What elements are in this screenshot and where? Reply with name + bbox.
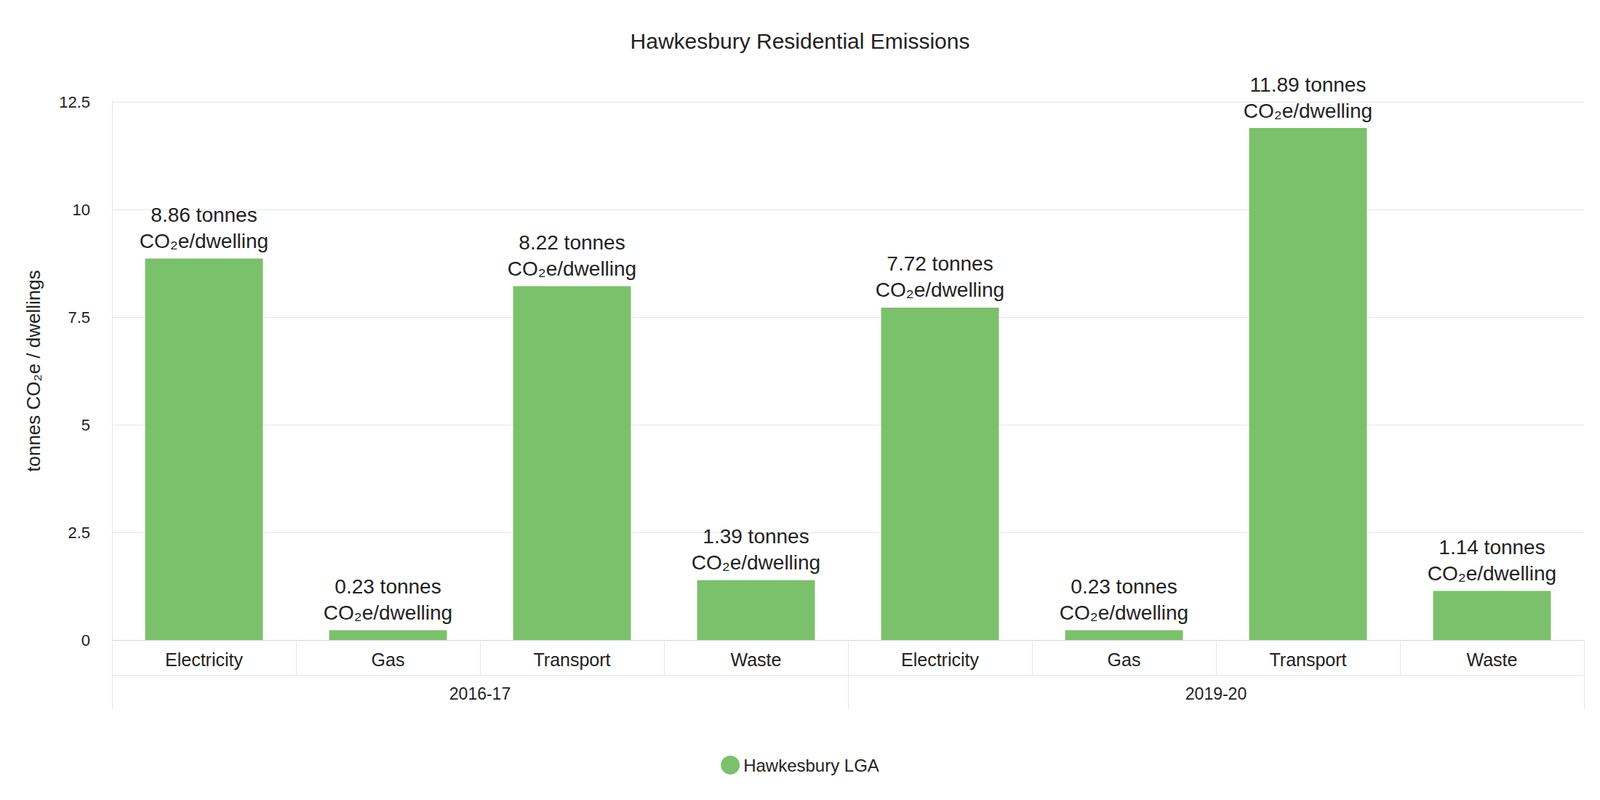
svg-text:Electricity: Electricity <box>901 649 979 670</box>
svg-text:Hawkesbury LGA: Hawkesbury LGA <box>743 755 880 776</box>
svg-text:Transport: Transport <box>533 649 611 670</box>
svg-text:CO₂e/dwelling: CO₂e/dwelling <box>139 229 269 253</box>
svg-text:Electricity: Electricity <box>165 649 243 670</box>
svg-text:CO₂e/dwelling: CO₂e/dwelling <box>691 551 821 574</box>
svg-text:CO₂e/dwelling: CO₂e/dwelling <box>875 278 1005 302</box>
svg-text:0.23 tonnes: 0.23 tonnes <box>334 575 441 598</box>
svg-text:Waste: Waste <box>1466 649 1518 670</box>
svg-text:Hawkesbury Residential Emissio: Hawkesbury Residential Emissions <box>630 29 971 54</box>
svg-text:2.5: 2.5 <box>67 523 91 542</box>
svg-text:12.5: 12.5 <box>58 93 91 112</box>
svg-text:0: 0 <box>81 631 91 650</box>
svg-text:Waste: Waste <box>730 649 782 670</box>
svg-text:2019-20: 2019-20 <box>1185 684 1247 704</box>
svg-text:CO₂e/dwelling: CO₂e/dwelling <box>1243 99 1373 123</box>
svg-text:1.39 tonnes: 1.39 tonnes <box>702 525 809 548</box>
svg-text:CO₂e/dwelling: CO₂e/dwelling <box>1059 601 1189 624</box>
svg-text:1.14 tonnes: 1.14 tonnes <box>1438 536 1545 559</box>
svg-text:tonnes CO₂e / dwellings: tonnes CO₂e / dwellings <box>22 269 45 472</box>
svg-text:2016-17: 2016-17 <box>449 684 511 704</box>
svg-text:0.23 tonnes: 0.23 tonnes <box>1070 575 1177 598</box>
svg-text:11.89 tonnes: 11.89 tonnes <box>1250 73 1367 96</box>
svg-text:CO₂e/dwelling: CO₂e/dwelling <box>323 601 453 624</box>
svg-text:8.22 tonnes: 8.22 tonnes <box>518 231 625 254</box>
svg-text:7.72 tonnes: 7.72 tonnes <box>886 252 993 275</box>
svg-text:7.5: 7.5 <box>67 308 91 327</box>
svg-text:Transport: Transport <box>1269 649 1347 670</box>
svg-text:CO₂e/dwelling: CO₂e/dwelling <box>1427 562 1557 585</box>
svg-text:10: 10 <box>72 200 91 219</box>
svg-text:CO₂e/dwelling: CO₂e/dwelling <box>507 257 637 280</box>
svg-text:8.86 tonnes: 8.86 tonnes <box>150 203 257 227</box>
svg-text:Gas: Gas <box>371 649 406 670</box>
svg-text:Gas: Gas <box>1107 649 1142 670</box>
svg-text:5: 5 <box>81 416 91 435</box>
